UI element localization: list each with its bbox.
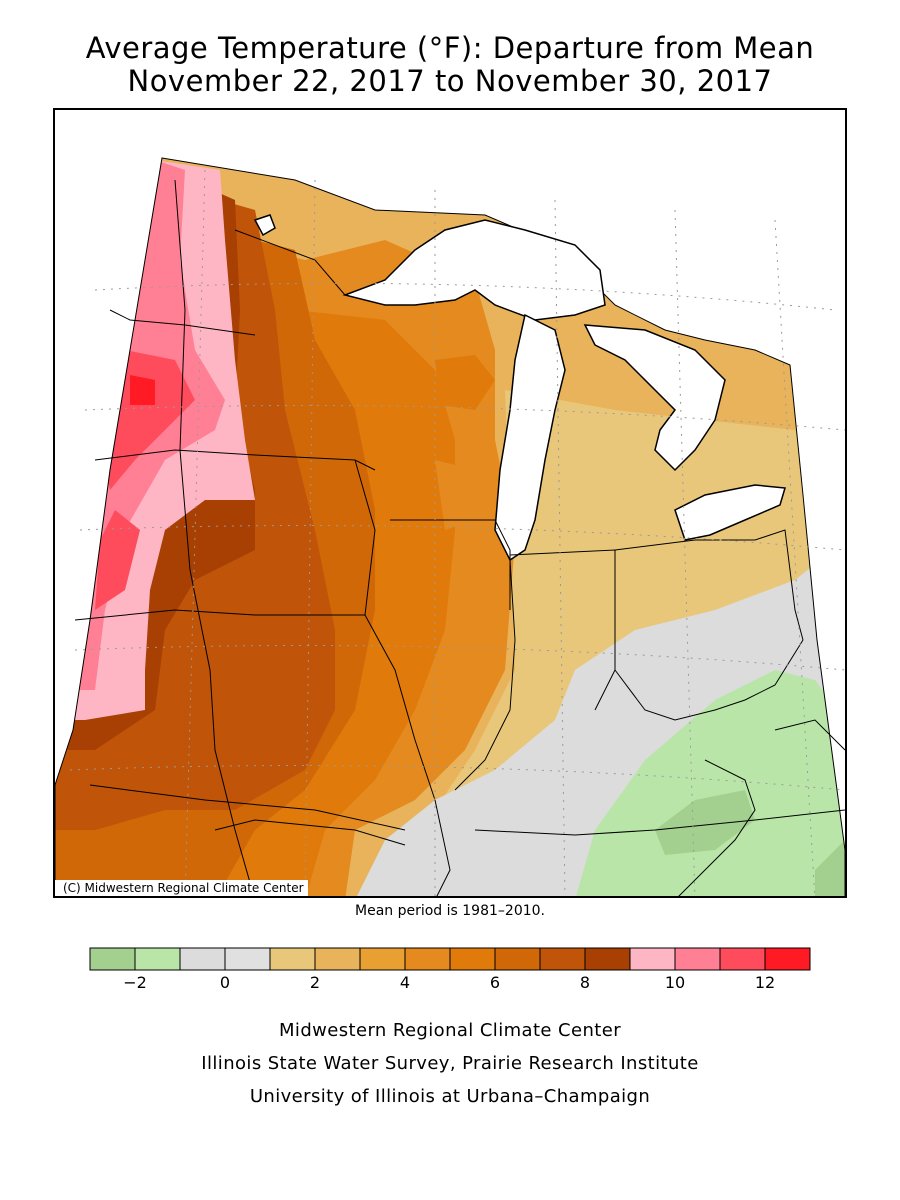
footer-survey: Illinois State Water Survey, Prairie Res…	[201, 1053, 699, 1074]
legend-tick-label: 2	[309, 973, 321, 992]
state-borders	[74, 179, 845, 896]
legend-tick-label: 6	[489, 973, 501, 992]
map-title-line-1: Average Temperature (°F): Departure from…	[85, 31, 815, 65]
legend-bin-2	[179, 947, 226, 971]
legend-tick-label: 12	[754, 973, 776, 992]
legend-bin-3	[224, 947, 271, 971]
legend-bin-1	[134, 947, 181, 971]
legend-bin-15	[764, 947, 811, 971]
color-legend	[89, 947, 811, 971]
legend-tick-label: 4	[399, 973, 411, 992]
legend-tick-label: 8	[579, 973, 591, 992]
temperature-departure-map: (C) Midwestern Regional Climate Center	[53, 108, 847, 898]
legend-tick-label: 10	[664, 973, 686, 992]
legend-bin-9	[494, 947, 541, 971]
legend-bin-4	[269, 947, 316, 971]
map-title-line-2: November 22, 2017 to November 30, 2017	[127, 64, 773, 98]
map-copyright: (C) Midwestern Regional Climate Center	[55, 880, 308, 896]
footer-organization: Midwestern Regional Climate Center	[278, 1020, 622, 1041]
legend-bin-5	[314, 947, 361, 971]
legend-bin-14	[719, 947, 766, 971]
legend-bin-7	[404, 947, 451, 971]
mean-period-note: Mean period is 1981–2010.	[355, 903, 545, 919]
legend-tick-label: −2	[123, 973, 147, 992]
legend-tick-label: 0	[219, 973, 231, 992]
legend-bin-11	[584, 947, 631, 971]
legend-bin-0	[89, 947, 136, 971]
map-canvas	[55, 157, 845, 896]
legend-bin-12	[629, 947, 676, 971]
footer-university: University of Illinois at Urbana–Champai…	[249, 1086, 651, 1107]
great-lakes	[253, 214, 786, 562]
legend-bin-8	[449, 947, 496, 971]
anomaly-fields	[55, 158, 845, 896]
legend-bin-10	[539, 947, 586, 971]
legend-bin-6	[359, 947, 406, 971]
legend-bin-13	[674, 947, 721, 971]
graticule	[69, 169, 845, 896]
